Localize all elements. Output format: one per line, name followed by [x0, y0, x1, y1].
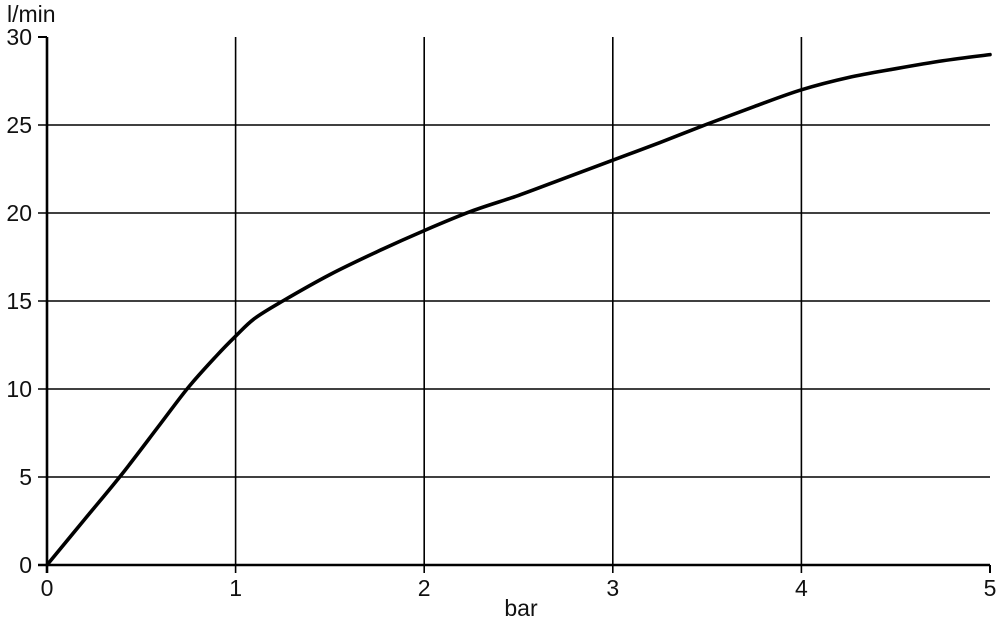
y-tick-label: 30 — [6, 24, 32, 50]
x-tick-label: 2 — [417, 575, 431, 601]
x-tick-label: 4 — [794, 575, 808, 601]
y-tick-label: 15 — [6, 288, 32, 314]
x-tick-label: 0 — [40, 575, 54, 601]
x-tick-label: 5 — [983, 575, 997, 601]
x-tick-label: 3 — [606, 575, 620, 601]
y-tick-label: 20 — [6, 200, 32, 226]
y-axis-unit-label: l/min — [7, 1, 56, 27]
x-tick-label: 1 — [229, 575, 242, 601]
y-tick-label: 25 — [6, 112, 32, 138]
y-tick-label: 0 — [19, 552, 32, 578]
x-axis-unit-label: bar — [504, 595, 538, 621]
flow-rate-curve — [45, 52, 992, 567]
y-tick-label: 10 — [6, 376, 32, 402]
y-tick-label: 5 — [19, 464, 32, 490]
